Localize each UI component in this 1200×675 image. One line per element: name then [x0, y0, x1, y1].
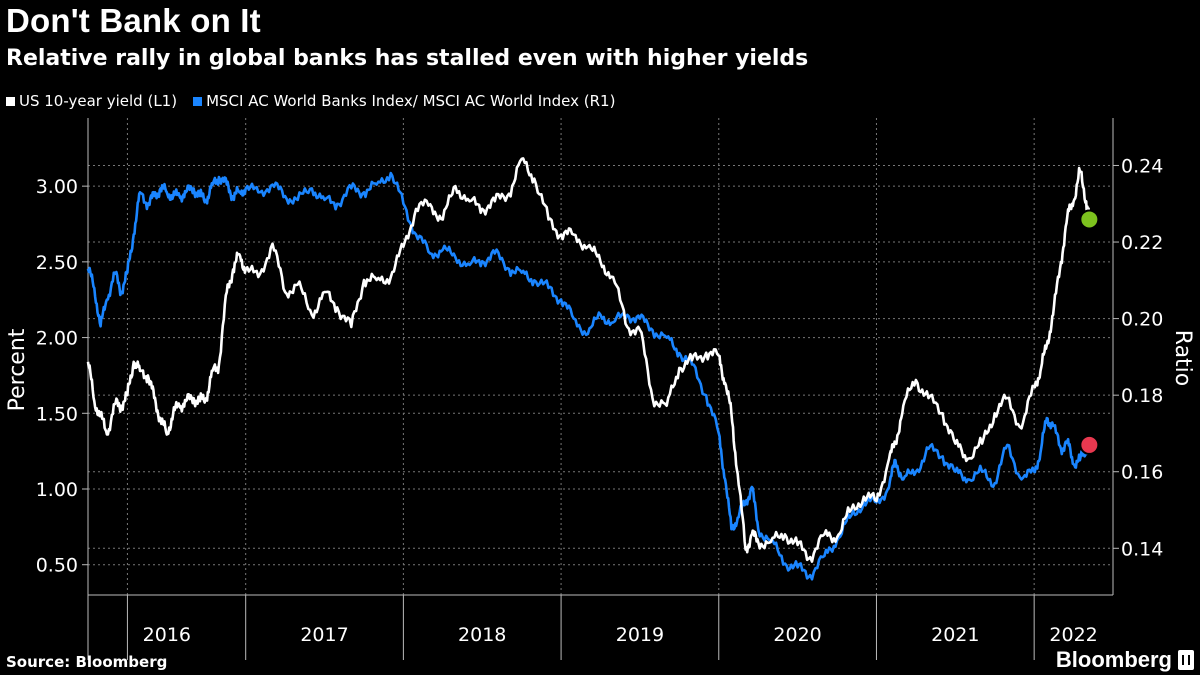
year-label-2020: 2020: [773, 624, 821, 646]
left-tick-label: 2.50: [36, 252, 78, 274]
series-lines: [86, 157, 1091, 581]
right-tick-label: 0.14: [1121, 538, 1163, 560]
chart-subtitle: Relative rally in global banks has stall…: [6, 46, 809, 71]
legend-swatch-yield: [6, 96, 15, 106]
legend-item-yield: US 10-year yield (L1): [6, 92, 177, 110]
right-tick-label: 0.22: [1121, 232, 1163, 254]
end-markers: [1079, 209, 1100, 455]
right-axis-ticks: 0.24 0.22 0.20 0.18 0.16 0.14: [1113, 155, 1163, 560]
end-marker: [1079, 434, 1100, 455]
right-tick-label: 0.20: [1121, 309, 1163, 331]
right-axis-label: Ratio: [1170, 330, 1195, 386]
bloomberg-terminal-icon: [1178, 650, 1194, 670]
brand-name: Bloomberg: [1055, 647, 1172, 672]
left-tick-label: 1.50: [36, 403, 78, 425]
year-label-2018: 2018: [458, 624, 506, 646]
year-label-2017: 2017: [300, 624, 348, 646]
legend-swatch-banks-ratio: [193, 96, 203, 106]
right-tick-label: 0.18: [1121, 385, 1163, 407]
year-label-2021: 2021: [931, 624, 979, 646]
bloomberg-logo: Bloomberg: [1056, 647, 1194, 673]
left-tick-label: 3.00: [36, 176, 78, 198]
source-note: Source: Bloomberg: [6, 653, 168, 671]
year-label-2019: 2019: [616, 624, 664, 646]
legend-label-yield: US 10-year yield (L1): [19, 92, 178, 110]
chart-title: Don't Bank on It: [6, 2, 261, 39]
legend: US 10-year yield (L1) MSCI AC World Bank…: [6, 92, 615, 110]
left-tick-label: 1.00: [36, 479, 78, 501]
series-line-yield: [86, 157, 1091, 563]
left-tick-label: 0.50: [36, 555, 78, 577]
gridlines: [87, 118, 1114, 660]
left-tick-label: 2.00: [36, 328, 78, 350]
legend-item-banks-ratio: MSCI AC World Banks Index/ MSCI AC World…: [193, 92, 615, 110]
legend-label-banks-ratio: MSCI AC World Banks Index/ MSCI AC World…: [206, 92, 616, 110]
series-line-banks-ratio: [86, 171, 1091, 581]
left-axis-label: Percent: [5, 328, 30, 411]
year-label-2022: 2022: [1049, 624, 1097, 646]
right-tick-label: 0.24: [1121, 155, 1163, 177]
left-axis-ticks: 3.00 2.50 2.00 1.50 1.00 0.50: [36, 176, 88, 577]
x-axis: 2016 2017 2018 2019 2020 2021 2022: [126, 595, 1098, 660]
end-marker: [1079, 209, 1100, 230]
year-label-2016: 2016: [143, 624, 191, 646]
right-tick-label: 0.16: [1121, 462, 1163, 484]
